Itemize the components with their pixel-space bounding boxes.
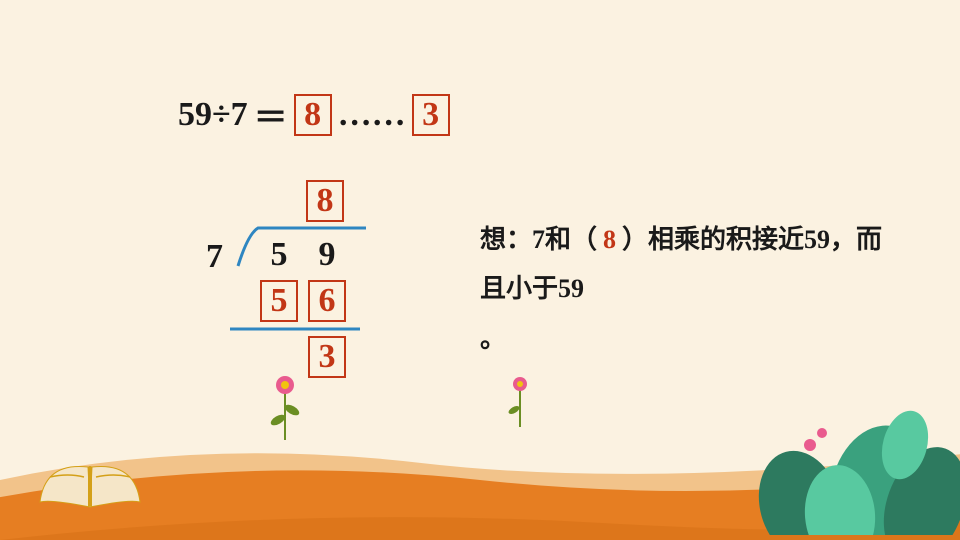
quotient-row: 8 bbox=[240, 180, 346, 222]
book-icon bbox=[30, 447, 150, 517]
dividend-d2: 9 bbox=[308, 236, 346, 274]
equation-lhs: 59÷7 bbox=[178, 96, 248, 134]
flower-decoration-1 bbox=[260, 370, 310, 445]
product-d2: 6 bbox=[308, 280, 346, 322]
explanation-text: 想：7和（8）相乘的积接近59，而且小于59。 bbox=[480, 215, 900, 363]
product-d1: 5 bbox=[260, 280, 298, 322]
longdiv-quotient-box: 8 bbox=[306, 180, 344, 222]
book-decoration bbox=[30, 447, 150, 522]
longdiv-remainder-box: 3 bbox=[308, 336, 346, 378]
explain-pre: 想：7和（ bbox=[480, 225, 597, 254]
quotient-box: 8 bbox=[294, 94, 332, 136]
equals-sign: ＝ bbox=[254, 90, 288, 139]
plants-icon bbox=[740, 355, 960, 535]
remainder-dots: …… bbox=[338, 96, 406, 134]
dividend-d1: 5 bbox=[260, 236, 298, 274]
division-bracket: 7 5 9 bbox=[240, 226, 346, 274]
flower-decoration-2 bbox=[500, 372, 540, 432]
product-row: 5 6 bbox=[240, 280, 346, 322]
explain-post2: 。 bbox=[480, 324, 506, 353]
remainder-box: 3 bbox=[412, 94, 450, 136]
flower-icon bbox=[500, 372, 540, 427]
flower-icon bbox=[260, 370, 310, 440]
plants-decoration bbox=[740, 355, 960, 540]
explain-fill: 8 bbox=[597, 225, 622, 254]
long-division: 8 7 5 9 5 6 3 bbox=[240, 180, 346, 378]
subtraction-line bbox=[230, 326, 360, 332]
equation-line: 59÷7 ＝ 8 …… 3 bbox=[178, 90, 450, 139]
divisor: 7 bbox=[206, 238, 223, 276]
